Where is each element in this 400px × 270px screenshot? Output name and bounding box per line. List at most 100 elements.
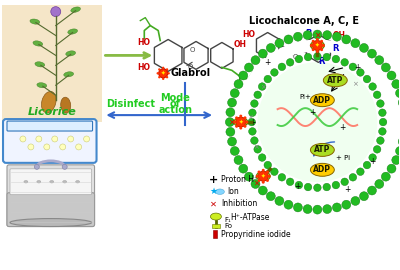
Circle shape — [245, 121, 248, 124]
FancyBboxPatch shape — [7, 193, 94, 227]
Text: Pi+: Pi+ — [300, 94, 311, 100]
Circle shape — [244, 172, 254, 181]
Circle shape — [379, 128, 386, 135]
Circle shape — [244, 125, 246, 128]
Text: Mode: Mode — [160, 93, 190, 103]
Circle shape — [251, 100, 258, 107]
Circle shape — [60, 144, 66, 150]
Circle shape — [312, 40, 315, 43]
Text: Fo: Fo — [224, 222, 232, 228]
Circle shape — [387, 164, 396, 173]
Ellipse shape — [310, 94, 334, 107]
Circle shape — [341, 178, 348, 185]
Text: ✕: ✕ — [314, 31, 320, 40]
Text: ×: × — [260, 84, 266, 90]
Text: HO: HO — [137, 63, 150, 72]
Text: R: R — [318, 57, 325, 66]
Circle shape — [278, 63, 286, 71]
Circle shape — [254, 91, 262, 99]
Text: Proton H⁺: Proton H⁺ — [221, 175, 258, 184]
Circle shape — [235, 125, 238, 128]
FancyBboxPatch shape — [7, 121, 92, 131]
Text: ×: × — [253, 144, 259, 150]
Circle shape — [256, 175, 259, 178]
Circle shape — [249, 128, 256, 135]
Circle shape — [258, 171, 260, 174]
Circle shape — [314, 53, 321, 60]
Circle shape — [264, 161, 272, 169]
Circle shape — [158, 68, 160, 71]
Circle shape — [162, 67, 164, 69]
Circle shape — [312, 48, 315, 51]
Circle shape — [351, 39, 360, 48]
FancyBboxPatch shape — [10, 169, 92, 195]
Text: ADP: ADP — [313, 165, 331, 174]
Ellipse shape — [210, 213, 221, 220]
Ellipse shape — [42, 92, 56, 113]
Circle shape — [230, 147, 239, 156]
Circle shape — [251, 180, 260, 188]
Circle shape — [379, 118, 387, 126]
Ellipse shape — [310, 163, 334, 176]
Text: +: + — [264, 58, 271, 67]
Circle shape — [258, 186, 267, 195]
Ellipse shape — [24, 181, 28, 183]
FancyBboxPatch shape — [7, 165, 94, 227]
Circle shape — [357, 69, 364, 76]
Circle shape — [239, 114, 242, 118]
Ellipse shape — [50, 181, 54, 183]
Circle shape — [342, 35, 351, 44]
Text: Licochalcone A, C, E: Licochalcone A, C, E — [250, 16, 360, 26]
Circle shape — [234, 156, 243, 164]
Circle shape — [239, 127, 242, 130]
Circle shape — [284, 200, 293, 209]
Text: +: + — [209, 175, 218, 185]
Ellipse shape — [37, 181, 41, 183]
Ellipse shape — [71, 7, 80, 12]
Text: OH: OH — [332, 31, 345, 40]
Circle shape — [268, 175, 271, 178]
Circle shape — [320, 40, 323, 43]
Wedge shape — [235, 39, 400, 205]
Ellipse shape — [76, 181, 80, 183]
Bar — [213, 230, 217, 238]
Circle shape — [349, 174, 357, 181]
Text: ATP: ATP — [327, 76, 344, 85]
Text: ×: × — [247, 114, 253, 120]
Circle shape — [377, 137, 384, 144]
Circle shape — [226, 108, 235, 117]
Text: ✦: ✦ — [261, 174, 266, 179]
Circle shape — [373, 91, 381, 99]
Text: F₁: F₁ — [224, 217, 231, 222]
Circle shape — [166, 68, 168, 71]
Text: ×: × — [352, 81, 358, 87]
Ellipse shape — [216, 189, 224, 194]
Ellipse shape — [61, 97, 71, 113]
Circle shape — [266, 192, 275, 201]
Circle shape — [76, 144, 82, 150]
Circle shape — [314, 184, 321, 191]
Circle shape — [266, 43, 275, 52]
Text: O: O — [187, 64, 193, 70]
Text: Ion: Ion — [227, 187, 239, 196]
Ellipse shape — [68, 29, 78, 34]
Circle shape — [262, 169, 265, 172]
Circle shape — [275, 39, 284, 48]
Circle shape — [258, 179, 260, 182]
Circle shape — [381, 63, 390, 72]
Circle shape — [271, 168, 278, 176]
Circle shape — [351, 197, 360, 205]
Circle shape — [168, 72, 170, 75]
Text: ✦: ✦ — [161, 71, 166, 76]
Text: +: + — [294, 182, 301, 191]
Text: action: action — [158, 105, 192, 115]
Text: OH: OH — [234, 40, 247, 49]
Text: HO: HO — [137, 38, 150, 47]
Circle shape — [228, 98, 236, 107]
Bar — [212, 224, 220, 228]
Circle shape — [323, 205, 332, 214]
Circle shape — [398, 137, 400, 146]
Circle shape — [286, 59, 294, 66]
Circle shape — [303, 31, 312, 39]
Circle shape — [375, 56, 384, 65]
